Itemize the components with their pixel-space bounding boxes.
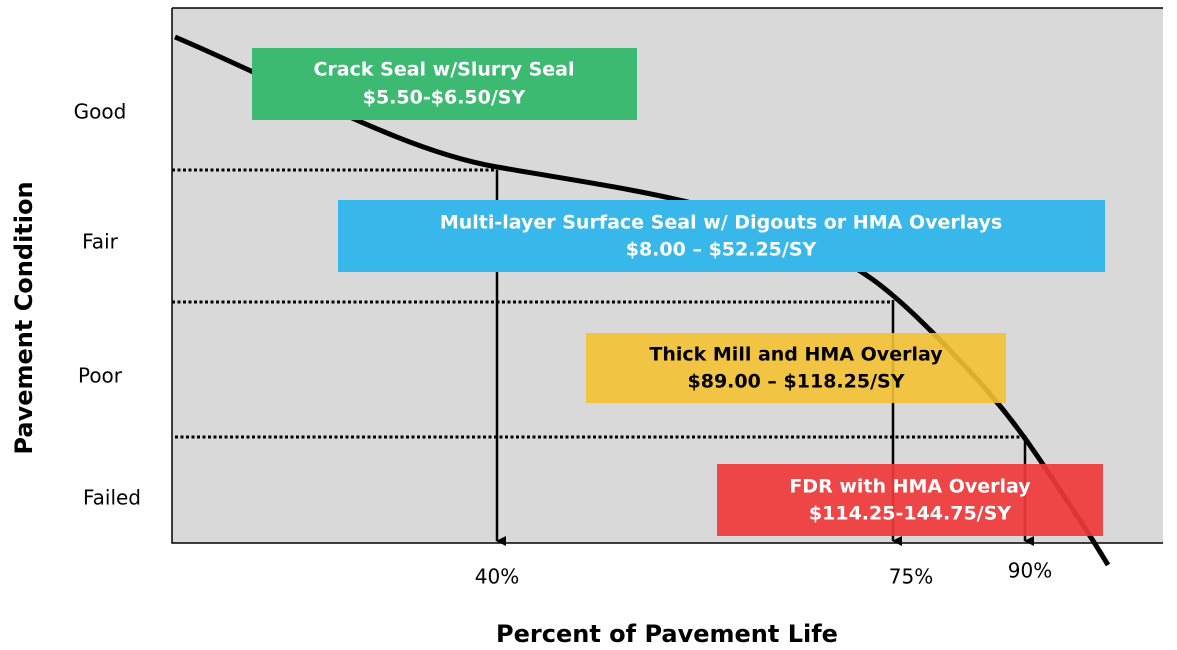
treatment-name: Multi-layer Surface Seal w/ Digouts or H… bbox=[440, 212, 1002, 234]
treatment-name: Crack Seal w/Slurry Seal bbox=[313, 59, 574, 81]
plot-border bbox=[171, 7, 1163, 544]
x-axis-label: Percent of Pavement Life bbox=[496, 620, 838, 648]
treatment-name: FDR with HMA Overlay bbox=[789, 476, 1031, 498]
condition-label: Poor bbox=[78, 364, 123, 388]
treatment-cost: $89.00 – $118.25/SY bbox=[688, 371, 905, 393]
condition-label: Good bbox=[74, 100, 127, 124]
treatment-cost: $8.00 – $52.25/SY bbox=[626, 239, 817, 261]
life-mark: 40% bbox=[475, 565, 519, 589]
y-axis-label: Pavement Condition bbox=[10, 181, 38, 454]
condition-label: Failed bbox=[83, 486, 141, 510]
life-mark: 90% bbox=[1008, 559, 1052, 583]
treatment-box bbox=[252, 48, 637, 120]
treatment-cost: $5.50-$6.50/SY bbox=[363, 87, 526, 109]
treatment-box bbox=[586, 333, 1006, 403]
condition-label: Fair bbox=[82, 230, 118, 254]
treatment-box bbox=[338, 200, 1105, 272]
life-mark: 75% bbox=[889, 565, 933, 589]
treatment-cost: $114.25-144.75/SY bbox=[809, 503, 1011, 525]
treatment-box bbox=[717, 464, 1103, 536]
treatment-name: Thick Mill and HMA Overlay bbox=[649, 344, 943, 366]
